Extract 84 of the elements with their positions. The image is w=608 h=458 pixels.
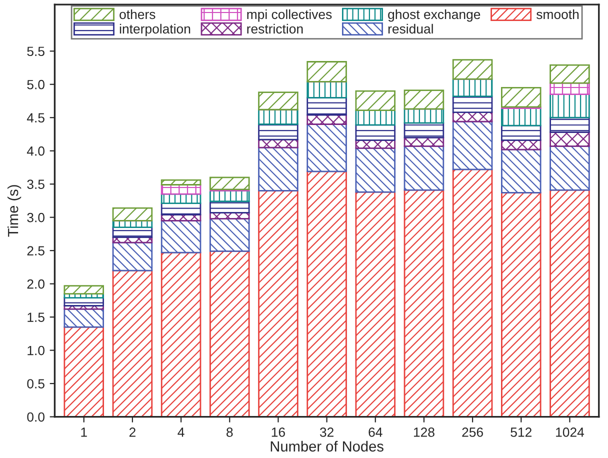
x-tick-label: 256 bbox=[462, 428, 483, 437]
y-tick-label: 1.0 bbox=[28, 346, 44, 356]
bar bbox=[404, 136, 444, 147]
y-tick-label: 5.5 bbox=[27, 46, 44, 56]
x-tick-label: 2 bbox=[129, 428, 136, 437]
bar bbox=[501, 148, 542, 194]
x-tick-label: 16 bbox=[272, 428, 285, 437]
legend-label: smooth bbox=[536, 9, 579, 20]
bar bbox=[452, 78, 493, 98]
bar bbox=[306, 96, 347, 116]
legend-label: interpolation bbox=[120, 24, 190, 36]
bar bbox=[160, 179, 202, 186]
bar bbox=[550, 82, 590, 96]
bar bbox=[160, 220, 202, 254]
legend-label: mpi collectives bbox=[247, 9, 332, 22]
y-tick-label: 2.0 bbox=[27, 279, 44, 289]
bar bbox=[550, 145, 590, 191]
bar bbox=[306, 170, 347, 417]
bar bbox=[306, 114, 347, 125]
bar bbox=[210, 250, 250, 417]
bar bbox=[355, 147, 396, 193]
x-tick-label: 512 bbox=[510, 428, 532, 437]
legend-label: residual bbox=[388, 24, 433, 34]
x-tick-label: 128 bbox=[414, 428, 434, 437]
bar bbox=[404, 189, 444, 417]
legend-label: ghost exchange bbox=[388, 9, 480, 22]
bar bbox=[258, 108, 298, 125]
bar bbox=[160, 202, 202, 216]
bar bbox=[160, 252, 202, 417]
bar bbox=[258, 190, 298, 417]
bar bbox=[64, 285, 104, 294]
x-tick-label: 1024 bbox=[556, 428, 584, 437]
bar bbox=[550, 94, 590, 118]
x-tick-label: 1 bbox=[81, 428, 87, 437]
y-tick-label: 3.5 bbox=[27, 180, 44, 189]
bar bbox=[112, 270, 153, 417]
bar bbox=[64, 326, 104, 417]
x-tick-label: 8 bbox=[226, 428, 233, 437]
bar bbox=[550, 116, 590, 133]
x-tick-label: 32 bbox=[320, 428, 334, 437]
y-tick-label: 3.0 bbox=[27, 212, 44, 222]
bar bbox=[452, 59, 493, 80]
bar bbox=[258, 92, 298, 110]
y-axis-title: Time (s) bbox=[8, 185, 22, 237]
bar bbox=[550, 189, 590, 417]
bar bbox=[355, 124, 396, 141]
y-tick-label: 0.5 bbox=[27, 379, 44, 388]
bar bbox=[452, 168, 493, 417]
legend-label: restriction bbox=[247, 24, 303, 34]
bar bbox=[550, 132, 590, 147]
y-tick-label: 2.5 bbox=[27, 246, 44, 256]
bar bbox=[210, 218, 250, 252]
bar bbox=[306, 81, 347, 98]
bar bbox=[404, 145, 444, 191]
bar bbox=[452, 120, 493, 170]
bar bbox=[64, 308, 104, 328]
bar bbox=[501, 192, 542, 417]
y-tick-label: 4.5 bbox=[26, 113, 44, 123]
bar bbox=[112, 242, 153, 272]
bar bbox=[355, 90, 396, 111]
bar bbox=[112, 207, 153, 222]
bar bbox=[210, 200, 250, 214]
bar bbox=[501, 86, 542, 108]
bar bbox=[355, 110, 396, 126]
y-tick-label: 0.0 bbox=[27, 412, 44, 422]
bar bbox=[355, 191, 396, 417]
bar bbox=[306, 61, 347, 82]
x-tick-label: 64 bbox=[368, 428, 382, 437]
bar bbox=[258, 124, 298, 140]
bar bbox=[306, 124, 347, 172]
legend-label: others bbox=[120, 9, 156, 20]
bar bbox=[404, 108, 444, 124]
y-tick-label: 5.0 bbox=[27, 80, 44, 90]
bar bbox=[452, 96, 493, 113]
bar bbox=[258, 146, 298, 192]
y-tick-label: 1.5 bbox=[28, 312, 44, 322]
x-tick-label: 4 bbox=[178, 428, 184, 437]
bar bbox=[550, 64, 590, 84]
bar bbox=[404, 90, 444, 110]
bar bbox=[501, 124, 542, 141]
bar bbox=[404, 122, 444, 138]
y-tick-label: 4.0 bbox=[26, 146, 44, 156]
x-axis-title: Number of Nodes bbox=[270, 440, 384, 452]
bar bbox=[501, 108, 542, 126]
